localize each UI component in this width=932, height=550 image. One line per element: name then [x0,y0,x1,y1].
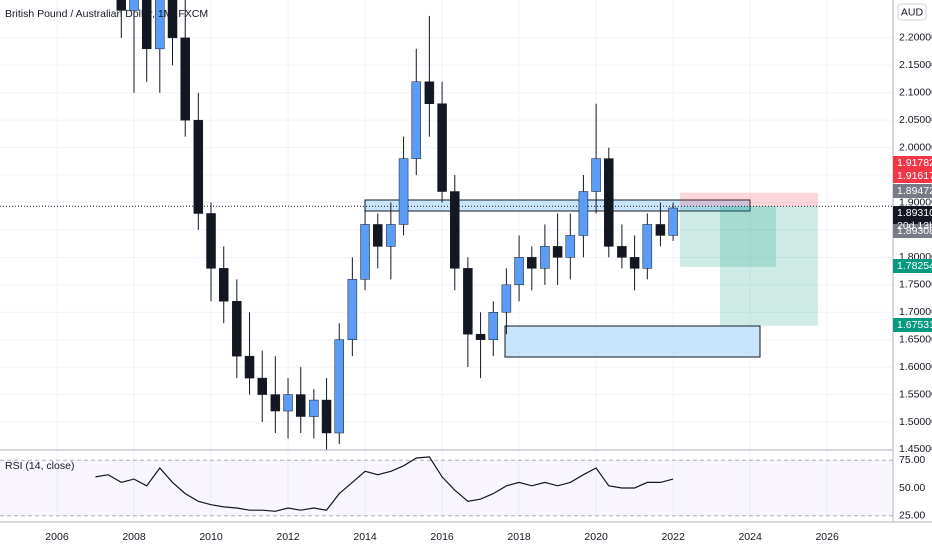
y-tick-label: 1.75000 [899,279,932,291]
candle-body [386,224,396,247]
candle-body [463,268,473,335]
candle-body [244,355,255,379]
currency-badge[interactable] [897,3,927,21]
x-tick-label: 2026 [815,531,839,543]
candle-body [411,81,422,159]
x-tick-label: 2006 [45,531,69,543]
price-label-box [893,156,932,170]
candle-body [206,213,216,269]
candle-body [565,235,576,258]
x-tick-label: 2010 [199,531,223,543]
y-tick-label: 2.20000 [899,32,932,44]
x-tick-label: 2012 [276,531,300,543]
candle-body [527,257,537,269]
candle-body [129,0,139,11]
countdown: 20d 13h [897,220,932,232]
price-label-box [893,224,932,238]
y-tick-label: 2.15000 [899,59,932,71]
x-tick-label: 2020 [584,531,608,543]
x-tick-label: 2016 [430,531,454,543]
candle-body [501,284,512,313]
candle-body [116,0,127,11]
stop-zone [680,192,818,207]
rsi-tick-label: 50.00 [899,482,925,494]
candle-body [295,394,306,417]
price-label: 1.91782 [897,157,932,169]
candle-body [360,224,370,280]
candle-body [270,394,281,412]
candle-body [604,158,614,247]
x-tick-label: 2018 [507,531,531,543]
candle-body [642,224,653,269]
price-label: 1.89310 [897,207,932,219]
candle-body [334,339,345,434]
candle-body [283,394,293,412]
rsi-tick-label: 25.00 [899,510,925,522]
rsi-title: RSI (14, close) [5,460,74,472]
x-tick-label: 2022 [661,531,685,543]
candle-body [488,312,499,340]
demand-zone [504,325,761,358]
candle-body [257,377,267,395]
y-tick-label: 1.60000 [899,361,932,373]
candle-body [167,0,178,39]
chart-title: British Pound / Australian Dollar, 1M, F… [5,8,208,20]
target-zone [680,206,776,267]
target-zone [720,206,818,326]
candle-body [398,158,409,225]
y-tick-label: 2.10000 [899,87,932,99]
candle-body [514,257,524,286]
candle-body [155,0,165,50]
price-label-box [893,259,932,273]
candle-body [655,224,666,236]
position-tool [0,192,893,326]
candle-body [309,399,319,417]
candle-body [218,268,229,302]
price-label-box [893,169,932,183]
price-label: 1.89472 [897,185,932,197]
price-label: 1.89308 [897,225,932,237]
candle-body [629,257,640,269]
y-tick-label: 1.65000 [899,333,932,345]
rsi-line [95,456,674,512]
y-tick-label: 1.55000 [899,388,932,400]
price-label: 1.67531 [897,319,932,331]
y-tick-label: 2.00000 [899,141,932,153]
candle-body [540,246,550,269]
candle-body [668,207,678,236]
candle-body [373,224,383,247]
price-label-box [893,184,932,198]
candle-body [321,399,332,434]
candle-body [552,246,563,258]
rsi-band [0,460,893,516]
rsi-tick-label: 75.00 [899,454,925,466]
y-tick-label: 1.70000 [899,306,932,318]
y-tick-label: 1.45000 [899,443,932,455]
x-tick-label: 2024 [738,531,762,543]
x-tick-label: 2014 [353,531,377,543]
candle-body [591,158,601,192]
candle-body [180,37,190,121]
candle-body [578,191,589,236]
candle-body [141,0,152,50]
y-tick-label: 1.90000 [899,196,932,208]
candle-body [424,81,435,104]
y-tick-label: 2.05000 [899,114,932,126]
currency: AUD [901,6,924,18]
candle-body [617,246,627,258]
candle-body [193,119,204,214]
candle-body [232,301,242,357]
y-tick-label: 1.50000 [899,416,932,428]
price-label: 1.91617 [897,170,932,182]
candle-body [347,279,358,340]
price-label: 1.78254 [897,260,932,272]
candle-body [450,191,460,269]
candles [116,0,678,450]
drawings [364,199,761,358]
candle-body [475,333,486,340]
price-label-box [893,318,932,332]
x-tick-label: 2008 [122,531,146,543]
candle-body [437,103,447,192]
